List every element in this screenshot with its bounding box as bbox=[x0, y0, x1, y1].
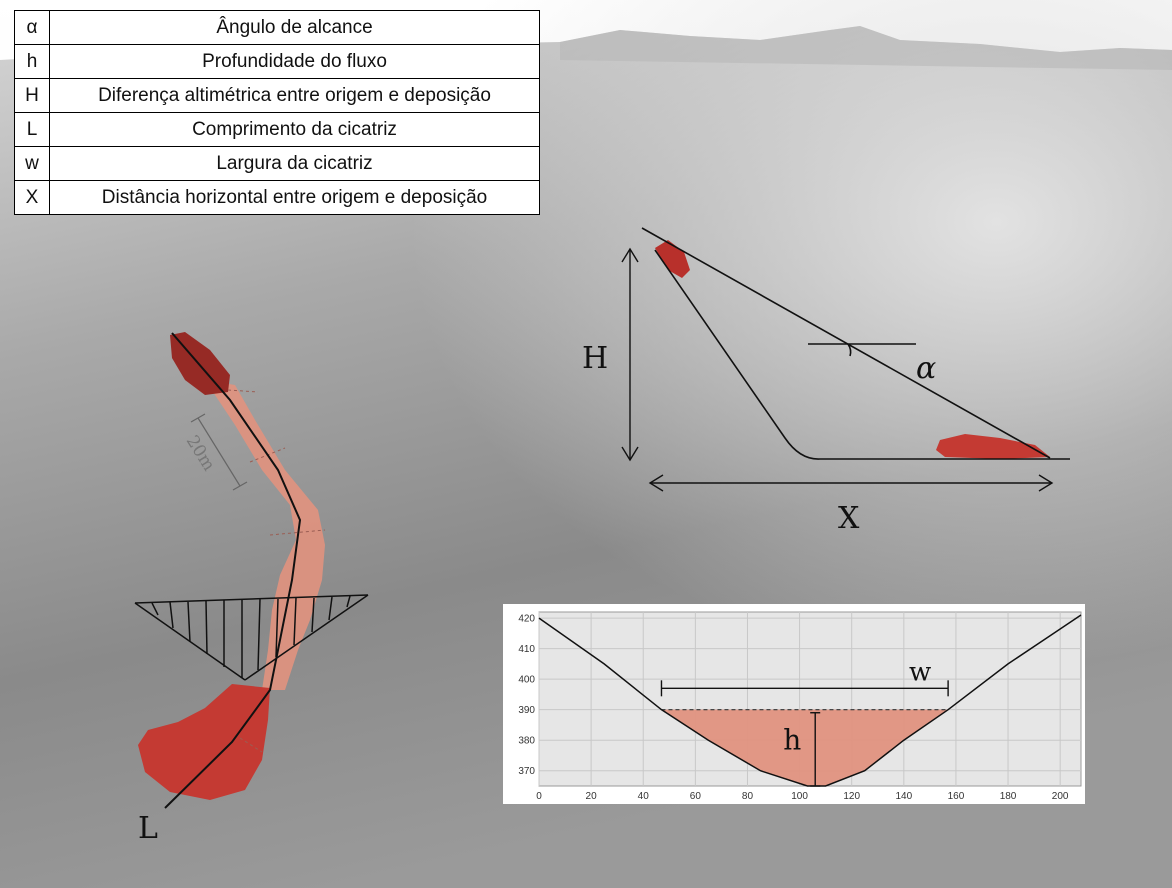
y-tick-label: 400 bbox=[518, 675, 535, 686]
cross-section-chart: 0 20 40 60 80 100 120 140 160 180 200 370 380 390 400 4… bbox=[503, 604, 1085, 804]
scar-length-line bbox=[164, 332, 302, 809]
x-tick-label: 40 bbox=[638, 791, 650, 802]
height-label: H bbox=[582, 341, 608, 376]
width-label: w bbox=[909, 657, 931, 687]
x-tick-label: 60 bbox=[690, 791, 702, 802]
x-tick-label: 0 bbox=[536, 791, 542, 802]
depth-label: h bbox=[783, 723, 801, 756]
cross-section-svg: 0 20 40 60 80 100 120 140 160 180 200 370 380 390 400 4… bbox=[518, 611, 1082, 802]
x-tick-label: 120 bbox=[843, 791, 860, 802]
y-tick-label: 380 bbox=[518, 736, 535, 747]
angle-label: α bbox=[916, 351, 936, 386]
legend-description: Ângulo de alcance bbox=[49, 10, 540, 45]
legend-description: Distância horizontal entre origem e depo… bbox=[49, 180, 540, 215]
legend-description: Largura da cicatriz bbox=[49, 146, 540, 181]
length-label: L bbox=[138, 811, 158, 846]
x-tick-label: 160 bbox=[948, 791, 965, 802]
triangle-lines bbox=[641, 227, 1070, 460]
y-tick-label: 370 bbox=[518, 766, 535, 777]
scar-deposition bbox=[138, 684, 270, 800]
height-arrow bbox=[621, 247, 639, 462]
cross-section-hatch bbox=[134, 594, 369, 681]
y-tick-label: 390 bbox=[518, 705, 535, 716]
legend-table: α Ângulo de alcance h Profundidade do fl… bbox=[14, 10, 540, 215]
x-tick-label: 80 bbox=[742, 791, 754, 802]
x-tick-label: 20 bbox=[586, 791, 598, 802]
legend-row: h Profundidade do fluxo bbox=[14, 44, 540, 79]
x-tick-label: 200 bbox=[1052, 791, 1069, 802]
distance-label: X bbox=[838, 501, 860, 536]
x-tick-label: 100 bbox=[791, 791, 808, 802]
legend-row: X Distância horizontal entre origem e de… bbox=[14, 180, 540, 215]
legend-description: Profundidade do fluxo bbox=[49, 44, 540, 79]
y-tick-label: 410 bbox=[518, 644, 535, 655]
triangle-deposition bbox=[936, 434, 1050, 459]
legend-row: w Largura da cicatriz bbox=[14, 146, 540, 181]
x-tick-label: 140 bbox=[895, 791, 912, 802]
scale-bar bbox=[190, 413, 248, 491]
x-tick-label: 180 bbox=[1000, 791, 1017, 802]
legend-row: H Diferença altimétrica entre origem e d… bbox=[14, 78, 540, 113]
distance-arrow bbox=[648, 474, 1054, 492]
legend-description: Diferença altimétrica entre origem e dep… bbox=[49, 78, 540, 113]
triangle-origin bbox=[655, 240, 690, 278]
y-tick-label: 420 bbox=[518, 614, 535, 625]
flow-area bbox=[661, 709, 949, 786]
